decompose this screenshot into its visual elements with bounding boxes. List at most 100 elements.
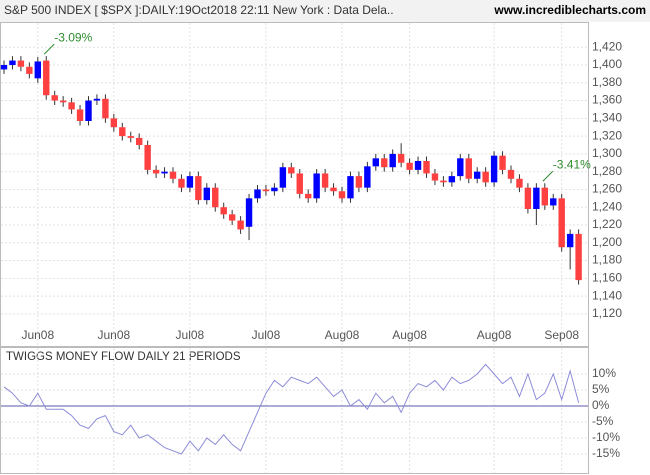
chart-title: S&P 500 INDEX [ $SPX ]:DAILY:19Oct2018 2… — [4, 3, 394, 17]
candle-body — [305, 193, 312, 199]
candle-body — [76, 109, 84, 121]
candle-body — [119, 127, 126, 137]
candle-body — [102, 98, 109, 119]
candle-body — [499, 155, 506, 170]
candle-body — [152, 169, 160, 174]
y-tick-label: 1,120 — [592, 306, 622, 320]
x-tick-label: Sep08 — [544, 328, 579, 342]
candle-body — [524, 187, 532, 209]
candle-body — [9, 60, 16, 65]
candle-body — [0, 65, 8, 70]
candle-body — [262, 189, 270, 192]
indicator-line — [3, 363, 580, 455]
y-tick-label: 10% — [592, 366, 616, 380]
candle-body — [279, 167, 287, 188]
candle-body — [397, 153, 405, 163]
price-panel — [0, 22, 589, 347]
candle-body — [59, 100, 67, 103]
y-tick-label: 1,340 — [592, 111, 622, 125]
y-tick-label: 1,400 — [592, 57, 622, 71]
header-bar — [0, 0, 650, 22]
x-tick-label: Aug08 — [477, 328, 512, 342]
y-tick-label: 5% — [592, 382, 610, 396]
candle-body — [448, 176, 456, 183]
candle-body — [26, 66, 33, 74]
y-tick-label: 1,320 — [592, 128, 622, 142]
candle-body — [490, 155, 498, 183]
candle-body — [465, 158, 472, 179]
candle-body — [321, 173, 329, 188]
annotation-leader — [542, 170, 554, 182]
y-tick-label: 1,160 — [592, 271, 622, 285]
candle-body — [406, 162, 413, 170]
candle-body — [178, 178, 185, 188]
candle-body — [507, 169, 515, 179]
candle-body — [245, 198, 253, 227]
x-tick-label: Jul08 — [252, 328, 281, 342]
y-tick-label: 1,260 — [592, 182, 622, 196]
candle-body — [516, 178, 523, 188]
candle-body — [423, 161, 430, 174]
y-tick-label: 1,360 — [592, 93, 622, 107]
indicator-title: TWIGGS MONEY FLOW DAILY 21 PERIODS — [6, 351, 241, 363]
y-tick-label: 1,140 — [592, 288, 622, 302]
candle-body — [228, 214, 236, 221]
candle-body — [482, 171, 489, 183]
candle-body — [372, 158, 379, 167]
x-tick-label: Aug08 — [325, 328, 360, 342]
candle-body — [338, 191, 346, 199]
x-tick-label: Aug08 — [392, 328, 427, 342]
y-tick-label: -10% — [592, 430, 620, 444]
candle-body — [364, 166, 371, 188]
y-tick-label: 1,300 — [592, 146, 622, 160]
y-tick-label: 1,220 — [592, 217, 622, 231]
candle-body — [161, 171, 168, 174]
candle-body — [169, 171, 177, 179]
candle-body — [533, 187, 540, 209]
candle-body — [34, 61, 41, 79]
candle-body — [566, 233, 574, 248]
candle-body — [237, 220, 244, 230]
candle-body — [110, 118, 118, 128]
y-tick-label: 1,200 — [592, 235, 622, 249]
candle-body — [541, 187, 548, 206]
candle-body — [136, 137, 143, 145]
y-tick-label: 1,380 — [592, 75, 622, 89]
candle-body — [212, 187, 219, 208]
candle-body — [389, 153, 396, 168]
source: www.incrediblecharts.com — [493, 3, 646, 17]
candle-body — [51, 95, 58, 101]
candle-body — [347, 176, 354, 199]
candle-body — [203, 187, 210, 201]
candle-body — [550, 198, 557, 206]
x-tick-label: Jun08 — [97, 328, 130, 342]
y-tick-label: 1,280 — [592, 164, 622, 178]
candle-body — [457, 158, 464, 177]
candle-body — [220, 207, 227, 215]
candle-body — [127, 136, 134, 138]
candle-body — [17, 60, 25, 67]
y-tick-label: 0% — [592, 398, 610, 412]
candle-body — [85, 100, 92, 121]
y-tick-label: -5% — [592, 414, 614, 428]
candle-body — [558, 198, 565, 248]
annotation: -3.41% — [553, 157, 591, 171]
candle-body — [186, 176, 194, 188]
candle-body — [575, 233, 582, 281]
candle-body — [288, 167, 295, 174]
y-tick-label: 1,240 — [592, 199, 622, 213]
y-tick-label: 1,180 — [592, 253, 622, 267]
candle-body — [68, 102, 75, 110]
y-tick-label: -15% — [592, 446, 620, 460]
candle-body — [313, 173, 320, 199]
candle-body — [474, 171, 481, 179]
candle-body — [330, 187, 337, 192]
candle-body — [144, 145, 151, 170]
x-tick-label: Jul08 — [176, 328, 205, 342]
candle-body — [440, 180, 447, 183]
candle-body — [43, 60, 50, 96]
candle-body — [254, 189, 261, 199]
x-tick-label: Jun08 — [21, 328, 54, 342]
annotation-leader — [43, 43, 55, 55]
indicator-panel — [0, 347, 589, 474]
